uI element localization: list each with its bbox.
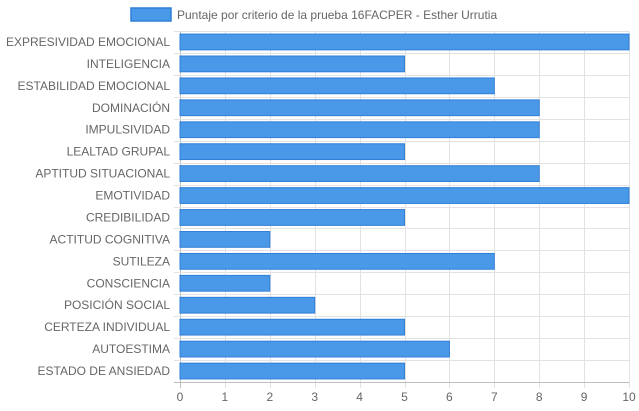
category-label: ESTABILIDAD EMOCIONAL xyxy=(18,79,171,93)
bar[interactable] xyxy=(179,231,271,248)
bar[interactable] xyxy=(179,55,405,73)
category-label: CERTEZA INDIVIDUAL xyxy=(44,320,170,334)
bar[interactable] xyxy=(179,340,450,358)
x-tick-label: 3 xyxy=(311,390,318,404)
bar[interactable] xyxy=(179,33,630,51)
x-tick-label: 2 xyxy=(266,390,273,404)
category-label: POSICIÓN SOCIAL xyxy=(64,297,170,312)
category-label: DOMINACIÓN xyxy=(92,100,170,115)
bar[interactable] xyxy=(179,209,405,226)
category-label: ACTITUD COGNITIVA xyxy=(50,232,170,246)
category-label: EMOTIVIDAD xyxy=(95,189,170,203)
category-label: SUTILEZA xyxy=(113,254,170,268)
category-label: INTELIGENCIA xyxy=(87,57,170,71)
bar[interactable] xyxy=(179,187,630,204)
category-label: CREDIBILIDAD xyxy=(86,210,170,224)
category-label: LEALTAD GRUPAL xyxy=(67,145,171,159)
bar[interactable] xyxy=(179,143,405,161)
bar[interactable] xyxy=(179,121,540,139)
x-axis-ticks: 0 1 2 3 4 5 6 7 8 9 10 xyxy=(177,390,636,404)
bar[interactable] xyxy=(179,99,540,117)
category-labels: EXPRESIVIDAD EMOCIONAL INTELIGENCIA ESTABI… xyxy=(6,35,170,378)
bar[interactable] xyxy=(179,274,271,292)
bar[interactable] xyxy=(179,165,540,182)
x-tick-label: 5 xyxy=(401,390,408,404)
bar[interactable] xyxy=(179,318,405,336)
category-label: CONSCIENCIA xyxy=(87,276,170,290)
category-label: IMPULSIVIDAD xyxy=(85,123,170,137)
category-label: APTITUD SITUACIONAL xyxy=(35,167,170,181)
x-tick-label: 1 xyxy=(222,390,229,404)
x-tick-label: 0 xyxy=(177,390,184,404)
x-tick-label: 4 xyxy=(356,390,363,404)
bars xyxy=(179,33,630,380)
category-label: AUTOESTIMA xyxy=(92,342,170,356)
category-label: EXPRESIVIDAD EMOCIONAL xyxy=(6,35,170,49)
x-tick-label: 10 xyxy=(622,390,636,404)
x-tick-label: 7 xyxy=(491,390,498,404)
bar[interactable] xyxy=(179,296,316,314)
x-tick-label: 9 xyxy=(581,390,588,404)
legend-swatch xyxy=(130,7,172,22)
x-tick-label: 8 xyxy=(536,390,543,404)
legend[interactable]: Puntaje por criterio de la prueba 16FACP… xyxy=(130,7,497,22)
bar[interactable] xyxy=(179,362,405,380)
x-tick-label: 6 xyxy=(446,390,453,404)
legend-label: Puntaje por criterio de la prueba 16FACP… xyxy=(177,8,497,22)
bar[interactable] xyxy=(179,252,495,270)
category-label: ESTADO DE ANSIEDAD xyxy=(38,364,171,378)
bar[interactable] xyxy=(179,77,495,95)
